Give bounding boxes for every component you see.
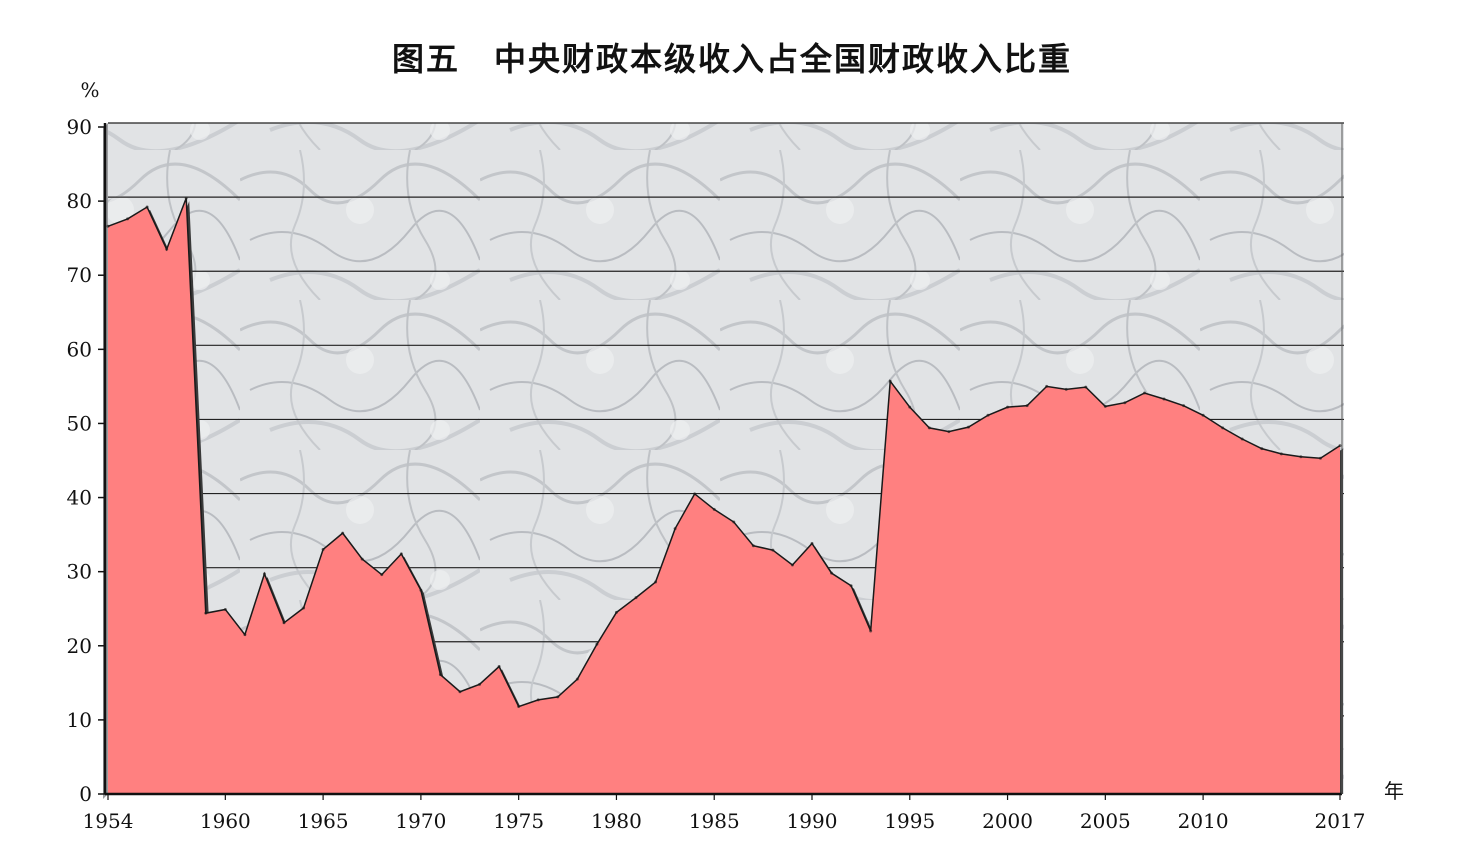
data-point-1991 <box>830 571 834 575</box>
data-point-1997 <box>947 430 951 434</box>
data-point-1956 <box>145 205 149 209</box>
y-tick-label: 30 <box>67 560 92 584</box>
data-point-1954 <box>106 224 110 228</box>
data-point-1971 <box>438 673 442 677</box>
data-point-1981 <box>634 596 638 600</box>
y-tick-label: 10 <box>67 708 92 732</box>
data-point-2013 <box>1260 447 1264 451</box>
data-point-1998 <box>966 425 970 429</box>
data-point-1993 <box>869 629 873 633</box>
data-point-2015 <box>1299 455 1303 459</box>
y-tick-label: 20 <box>67 634 92 658</box>
y-tick-label: 60 <box>67 337 92 361</box>
data-point-1964 <box>302 606 306 610</box>
data-point-1973 <box>478 682 482 686</box>
data-point-2009 <box>1182 404 1186 408</box>
data-point-1970 <box>419 588 423 592</box>
data-point-1969 <box>399 552 403 556</box>
x-tick-label: 1970 <box>395 809 446 833</box>
data-point-2010 <box>1201 413 1205 417</box>
x-tick-label: 2000 <box>982 809 1033 833</box>
y-tick-label: 70 <box>67 263 92 287</box>
data-point-2006 <box>1123 401 1127 405</box>
data-point-1992 <box>849 584 853 588</box>
data-point-2002 <box>1045 384 1049 388</box>
data-point-1968 <box>380 573 384 577</box>
data-point-1989 <box>790 563 794 567</box>
chart-title: 图五 中央财政本级收入占全国财政收入比重 <box>391 40 1072 78</box>
data-point-1957 <box>165 247 169 251</box>
data-point-1985 <box>712 507 716 511</box>
x-tick-label: 2017 <box>1315 809 1366 833</box>
data-point-1996 <box>927 426 931 430</box>
data-point-1959 <box>204 611 208 615</box>
data-point-1972 <box>458 690 462 694</box>
data-point-1999 <box>986 413 990 417</box>
data-point-1979 <box>595 642 599 646</box>
data-point-1986 <box>732 520 736 524</box>
y-axis-unit-label: % <box>80 78 99 102</box>
data-point-2000 <box>1006 405 1010 409</box>
data-point-1963 <box>282 621 286 625</box>
data-point-1965 <box>321 547 325 551</box>
data-point-1961 <box>243 633 247 637</box>
data-point-1978 <box>575 677 579 681</box>
data-point-2017 <box>1338 444 1342 448</box>
data-point-1983 <box>673 527 677 531</box>
data-point-1967 <box>360 557 364 561</box>
data-point-2011 <box>1221 426 1225 430</box>
data-point-2001 <box>1025 404 1029 408</box>
y-tick-label: 0 <box>79 782 92 806</box>
x-tick-label: 1960 <box>200 809 251 833</box>
y-tick-label: 40 <box>67 486 92 510</box>
data-point-1975 <box>517 705 521 709</box>
data-point-1988 <box>771 548 775 552</box>
data-point-1984 <box>693 492 697 496</box>
x-tick-label: 1980 <box>591 809 642 833</box>
x-tick-label: 1995 <box>884 809 935 833</box>
data-point-1995 <box>908 405 912 409</box>
data-point-1955 <box>126 217 130 221</box>
data-point-1977 <box>556 695 560 699</box>
area-outline <box>107 197 1341 708</box>
x-tick-label: 1954 <box>83 809 134 833</box>
data-point-2007 <box>1142 391 1146 395</box>
x-tick-label: 2010 <box>1178 809 1229 833</box>
x-tick-label: 1985 <box>689 809 740 833</box>
x-axis-unit-label: 年 <box>1384 779 1404 803</box>
y-tick-label: 80 <box>67 189 92 213</box>
data-point-2004 <box>1084 385 1088 389</box>
data-point-1987 <box>751 544 755 548</box>
y-tick-label: 50 <box>67 411 92 435</box>
data-point-2005 <box>1103 404 1107 408</box>
data-point-1966 <box>341 531 345 535</box>
data-point-1974 <box>497 665 501 669</box>
data-point-2003 <box>1064 387 1068 391</box>
x-tick-label: 1965 <box>298 809 349 833</box>
data-point-1980 <box>614 610 618 614</box>
data-point-2008 <box>1162 397 1166 401</box>
data-point-2014 <box>1279 452 1283 456</box>
area-fill <box>108 198 1340 794</box>
data-point-1958 <box>184 196 188 200</box>
x-tick-label: 2005 <box>1080 809 1131 833</box>
data-point-2016 <box>1318 456 1322 460</box>
data-point-1982 <box>654 580 658 584</box>
data-point-1994 <box>888 379 892 383</box>
x-tick-label: 1990 <box>787 809 838 833</box>
data-point-1990 <box>810 542 814 546</box>
x-tick-label: 1975 <box>493 809 544 833</box>
data-point-1962 <box>262 572 266 576</box>
data-point-1960 <box>223 607 227 611</box>
data-point-2012 <box>1240 437 1244 441</box>
y-tick-label: 90 <box>67 115 92 139</box>
data-point-1976 <box>536 698 540 702</box>
